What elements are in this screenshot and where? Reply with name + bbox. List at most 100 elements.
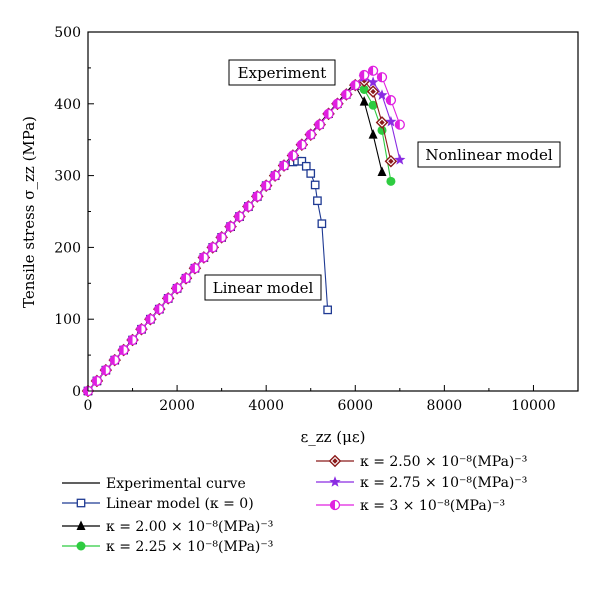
y-tick-label: 100 bbox=[54, 312, 81, 328]
legend-label-3: κ = 2.25 × 10⁻⁸(MPa)⁻³ bbox=[106, 539, 273, 555]
data-point-6-17 bbox=[234, 211, 245, 222]
legend-entry-1: Linear model (κ = 0) bbox=[62, 496, 254, 512]
data-point-6-34 bbox=[385, 95, 397, 106]
data-point-6-27 bbox=[323, 108, 334, 120]
data-point-6-8 bbox=[154, 303, 165, 315]
tick-layer: 0 2000 4000 6000 8000 10000 0 100 200 300 400 500 bbox=[54, 25, 555, 414]
legend-label-6: κ = 3 × 10⁻⁸(MPa)⁻³ bbox=[360, 498, 505, 514]
legend-entry-4: κ = 2.50 × 10⁻⁸(MPa)⁻³ bbox=[316, 454, 527, 470]
data-point-3-31 bbox=[359, 84, 369, 94]
legend: Experimental curve Linear model (κ = 0) κ … bbox=[62, 454, 527, 555]
x-tick-label: 0 bbox=[84, 398, 93, 414]
legend-marker-2 bbox=[76, 520, 86, 530]
data-point-6-32-fill bbox=[368, 66, 374, 76]
data-point-1-28 bbox=[310, 180, 320, 190]
data-point-6-6 bbox=[136, 324, 147, 335]
data-point-6-0-fill bbox=[83, 386, 88, 396]
data-point-6-32 bbox=[367, 65, 379, 76]
data-point-6-19-fill bbox=[252, 191, 258, 201]
x-tick-label: 6000 bbox=[337, 398, 373, 414]
x-axis-title: ε_zz (με) bbox=[300, 428, 365, 446]
data-point-6-31 bbox=[359, 69, 370, 81]
legend-entry-6: κ = 3 × 10⁻⁸(MPa)⁻³ bbox=[316, 498, 505, 514]
data-point-6-6-fill bbox=[136, 324, 142, 334]
series-4 bbox=[81, 74, 398, 398]
data-point-5-32 bbox=[367, 76, 379, 88]
legend-marker-6 bbox=[329, 499, 341, 511]
data-point-6-13 bbox=[198, 252, 209, 263]
legend-label-2: κ = 2.00 × 10⁻⁸(MPa)⁻³ bbox=[106, 519, 273, 535]
legend-entry-5: κ = 2.75 × 10⁻⁸(MPa)⁻³ bbox=[316, 475, 527, 491]
data-point-6-30-fill bbox=[350, 80, 356, 90]
data-point-6-13-fill bbox=[199, 252, 204, 262]
data-point-6-8-fill bbox=[154, 304, 160, 314]
data-point-6-1-fill bbox=[92, 376, 97, 386]
data-point-3-34 bbox=[386, 176, 396, 186]
data-point-4-32 bbox=[366, 85, 380, 98]
data-point-6-30 bbox=[350, 79, 361, 91]
data-point-6-23 bbox=[287, 150, 299, 161]
series-3 bbox=[83, 80, 396, 396]
data-point-6-19 bbox=[252, 191, 263, 202]
data-point-6-28-fill bbox=[332, 99, 338, 109]
plot-frame bbox=[87, 31, 579, 392]
data-point-6-11-fill bbox=[181, 273, 186, 283]
data-point-1-29 bbox=[313, 196, 322, 206]
y-tick-label: 200 bbox=[54, 240, 81, 256]
y-tick-label: 500 bbox=[54, 25, 81, 41]
data-point-6-28 bbox=[332, 98, 343, 109]
data-point-5-35 bbox=[394, 153, 406, 165]
data-point-4-33-core bbox=[379, 119, 385, 126]
data-point-1-30 bbox=[317, 219, 327, 229]
data-point-6-22 bbox=[278, 160, 290, 171]
data-point-6-23-fill bbox=[288, 150, 293, 160]
data-point-6-27-fill bbox=[324, 109, 329, 119]
data-point-6-7 bbox=[145, 314, 156, 325]
data-point-6-10 bbox=[171, 283, 183, 294]
data-point-6-26-fill bbox=[315, 120, 320, 130]
data-point-4-33 bbox=[375, 116, 389, 129]
annotation-linear-model: Linear model bbox=[204, 274, 322, 301]
legend-label-1: Linear model (κ = 0) bbox=[106, 496, 254, 512]
data-point-6-17-fill bbox=[234, 212, 240, 222]
data-point-6-15 bbox=[216, 232, 227, 243]
data-point-6-4-fill bbox=[119, 345, 124, 355]
annotation-experiment: Experiment bbox=[228, 59, 336, 86]
data-point-6-12 bbox=[189, 263, 201, 274]
legend-entry-3: κ = 2.25 × 10⁻⁸(MPa)⁻³ bbox=[62, 539, 273, 555]
data-point-6-14 bbox=[207, 242, 218, 253]
data-point-6-2 bbox=[100, 365, 111, 376]
data-point-6-26 bbox=[314, 119, 325, 130]
data-point-4-34-core bbox=[388, 158, 394, 164]
x-tick-label: 10000 bbox=[511, 398, 556, 414]
data-point-4-34 bbox=[384, 154, 398, 168]
data-point-6-25 bbox=[305, 129, 316, 140]
legend-entry-0: Experimental curve bbox=[62, 476, 246, 492]
x-tick-label: 8000 bbox=[427, 398, 463, 414]
data-point-6-24 bbox=[296, 139, 307, 150]
data-point-6-9 bbox=[163, 293, 174, 304]
legend-marker-6-fill bbox=[330, 500, 335, 510]
data-point-3-32 bbox=[368, 100, 378, 110]
data-point-6-9-fill bbox=[163, 293, 169, 303]
x-tick-label: 2000 bbox=[159, 398, 195, 414]
data-point-6-35 bbox=[394, 119, 405, 130]
data-point-6-20-fill bbox=[261, 181, 267, 191]
data-point-6-3-fill bbox=[110, 355, 115, 365]
data-point-6-33-fill bbox=[377, 72, 382, 82]
legend-label-5: κ = 2.75 × 10⁻⁸(MPa)⁻³ bbox=[360, 475, 527, 491]
y-axis-title: Tensile stress σ_zz (MPa) bbox=[20, 116, 38, 308]
data-point-6-11 bbox=[180, 273, 192, 284]
legend-marker-4 bbox=[328, 454, 342, 468]
data-point-6-21 bbox=[269, 170, 281, 181]
legend-marker-4-core bbox=[332, 458, 338, 464]
data-point-6-12-fill bbox=[190, 263, 195, 273]
data-point-1-31 bbox=[323, 305, 333, 315]
data-point-6-7-fill bbox=[145, 314, 151, 324]
data-point-5-33 bbox=[376, 89, 388, 100]
data-point-6-3 bbox=[109, 354, 120, 366]
series-2 bbox=[83, 80, 387, 395]
data-point-1-26 bbox=[301, 161, 311, 171]
data-point-6-25-fill bbox=[306, 130, 311, 140]
